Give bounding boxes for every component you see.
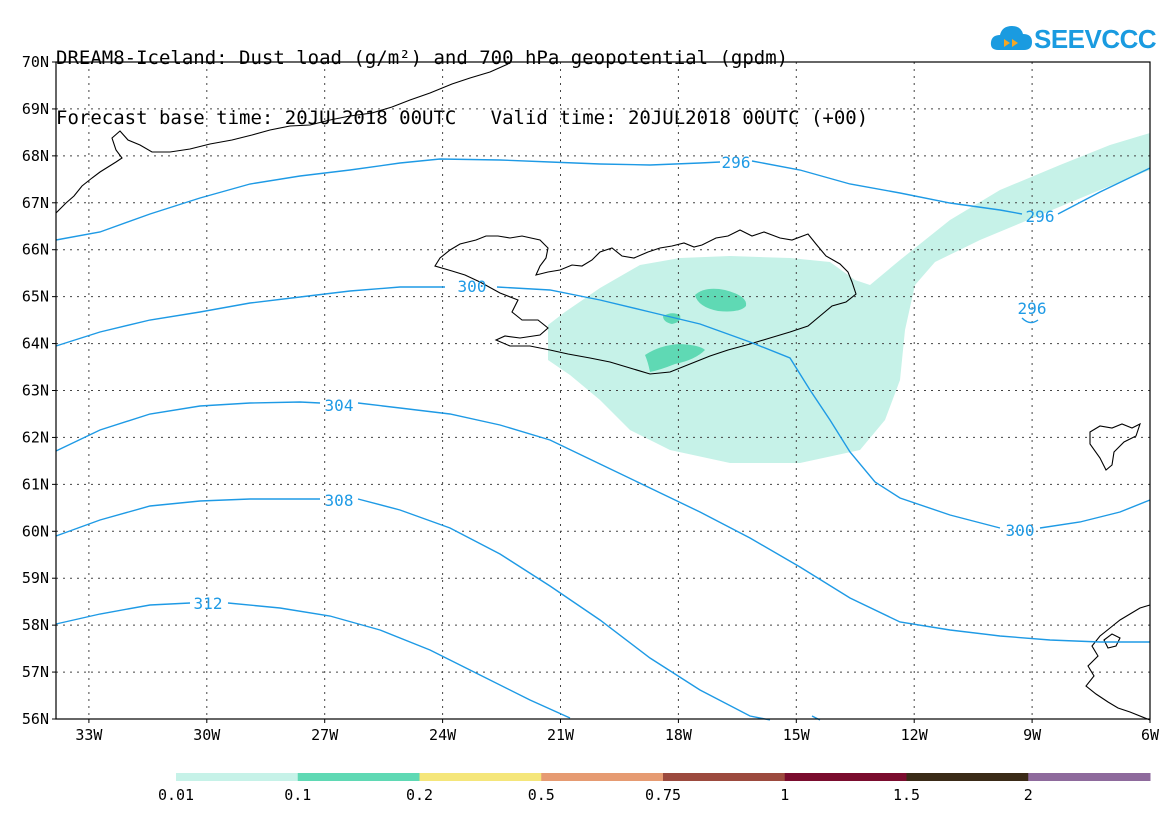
contour-304: [55, 401, 1150, 643]
contour-312: [55, 602, 571, 719]
dust-spot-1: [695, 288, 747, 312]
lon-label: 33W: [75, 726, 103, 744]
dust-spot-3: [645, 344, 705, 372]
colorbar-segment: [419, 773, 542, 781]
dust-load-colorbar: 0.01 0.1 0.2 0.5 0.75 1 1.5 2: [158, 773, 1151, 804]
contour-296-closed: [1021, 317, 1039, 324]
lon-label: 30W: [193, 726, 221, 744]
contour-label-296a: 296: [722, 153, 751, 172]
lat-label: 62N: [22, 428, 49, 446]
colorbar-label: 2: [1024, 786, 1033, 804]
map-title: DREAM8-Iceland: Dust load (g/m²) and 700…: [56, 8, 868, 148]
dust-plume: [548, 133, 1150, 463]
greenland-coast: [55, 63, 509, 214]
lon-label: 18W: [665, 726, 693, 744]
shetland-coast: [1103, 633, 1121, 649]
lat-label: 69N: [22, 100, 49, 118]
lat-label: 57N: [22, 663, 49, 681]
faroe-coast: [1089, 422, 1141, 471]
lat-label: 58N: [22, 616, 49, 634]
logo-text: SEEVCCC: [1034, 24, 1157, 54]
geopotential-contours: [55, 158, 1151, 721]
colorbar-segment: [176, 773, 299, 781]
contour-label-296c: 296: [1018, 299, 1047, 318]
title-line-2: Forecast base time: 20JUL2018 00UTC Vali…: [56, 107, 869, 129]
contour-label-296b: 296: [1026, 207, 1055, 226]
longitude-axis: 33W 30W 27W 24W 21W 18W 15W 12W 9W 6W: [75, 719, 1160, 744]
colorbar-label: 0.5: [528, 786, 555, 804]
colorbar-label: 0.1: [284, 786, 311, 804]
latitude-axis: 70N 69N 68N 67N 66N 65N 64N 63N 62N 61N 60N 59N 58N 5…: [22, 53, 56, 728]
contour-300: [55, 286, 1151, 529]
lon-label: 24W: [429, 726, 457, 744]
colorbar-segment: [784, 773, 907, 781]
colorbar-segment: [906, 773, 1029, 781]
lat-label: 66N: [22, 241, 49, 259]
contour-296: [55, 158, 1151, 241]
lon-label: 6W: [1141, 726, 1160, 744]
lat-label: 70N: [22, 53, 49, 71]
grid-lines: [56, 62, 1150, 719]
colorbar-label: 1.5: [893, 786, 920, 804]
contour-label-304: 304: [325, 396, 354, 415]
colorbar-segment: [297, 773, 420, 781]
lon-label: 21W: [547, 726, 575, 744]
cloud-icon: [990, 26, 1032, 50]
colorbar-label: 0.75: [645, 786, 681, 804]
lat-label: 63N: [22, 382, 49, 400]
colorbar-label: 0.2: [406, 786, 433, 804]
lat-label: 60N: [22, 522, 49, 540]
colorbar-segment: [541, 773, 664, 781]
colorbar-segment: [663, 773, 786, 781]
coastlines: [55, 63, 1151, 721]
iceland-coast: [434, 229, 857, 375]
seevccc-logo: SEEVCCC: [990, 22, 1157, 56]
lat-label: 64N: [22, 335, 49, 353]
contour-labels: 296 296 296 300 300 304 308 312: [194, 153, 1055, 613]
lat-label: 59N: [22, 569, 49, 587]
contour-label-312: 312: [194, 594, 223, 613]
contour-label-308: 308: [325, 491, 354, 510]
contour-label-300b: 300: [1006, 521, 1035, 540]
lon-label: 27W: [311, 726, 339, 744]
lon-label: 15W: [783, 726, 811, 744]
contour-308: [55, 498, 821, 721]
lat-label: 61N: [22, 475, 49, 493]
lat-label: 65N: [22, 288, 49, 306]
lat-label: 68N: [22, 147, 49, 165]
scotland-coast: [1085, 604, 1151, 721]
lon-label: 9W: [1023, 726, 1042, 744]
lat-label: 67N: [22, 194, 49, 212]
colorbar-label: 1: [780, 786, 789, 804]
title-line-1: DREAM8-Iceland: Dust load (g/m²) and 700…: [56, 47, 789, 69]
colorbar-label: 0.01: [158, 786, 194, 804]
contour-label-300a: 300: [458, 277, 487, 296]
lat-label: 56N: [22, 710, 49, 728]
colorbar-segment: [1028, 773, 1151, 781]
lon-label: 12W: [901, 726, 929, 744]
